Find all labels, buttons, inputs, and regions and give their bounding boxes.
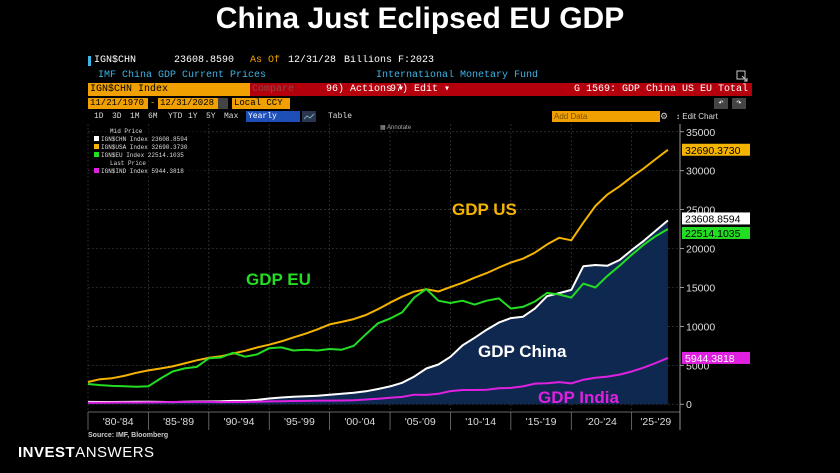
value-tag-label: 5944.3818 xyxy=(685,353,735,365)
period-select[interactable]: Yearly xyxy=(246,111,300,122)
y-tick-label: 20000 xyxy=(686,244,715,256)
legend-swatch xyxy=(94,152,99,157)
ticker-marker xyxy=(88,56,91,66)
units: Billions F:2023 xyxy=(344,55,435,66)
menu-bar: IGN$CHN Index Compare 96) Actions ▾ 97) … xyxy=(88,83,752,96)
legend-subheader: Last Price xyxy=(110,160,147,167)
annotation-eu: GDP EU xyxy=(246,270,311,289)
axes: 05000100001500020000250003000035000'80-'… xyxy=(87,124,715,430)
security-field[interactable]: IGN$CHN Index xyxy=(88,83,250,96)
x-tick-label: '10-'14 xyxy=(465,416,496,428)
chart-title: G 1569: GDP China US EU Total xyxy=(573,84,748,95)
range-button[interactable]: 1D xyxy=(94,112,104,121)
legend-item: IGN$IND Index 5944.3818 xyxy=(94,168,204,176)
y-tick-label: 30000 xyxy=(686,166,715,178)
value-tag-label: 32690.3730 xyxy=(685,145,741,157)
value-tag-label: 22514.1035 xyxy=(685,228,741,240)
annotation-india: GDP India xyxy=(538,388,619,407)
add-data-input[interactable]: Add Data xyxy=(552,111,660,122)
actions-menu[interactable]: 96) Actions ▾ xyxy=(326,84,405,95)
expand-icon[interactable] xyxy=(736,70,748,82)
y-tick-label: 0 xyxy=(686,399,692,411)
x-tick-label: '95-'99 xyxy=(284,416,315,428)
legend-item: IGN$CHN Index 23608.8594 xyxy=(94,136,204,144)
x-tick-label: '25-'29 xyxy=(640,416,671,428)
y-tick-label: 15000 xyxy=(686,282,715,294)
end-date-input[interactable]: 12/31/2028 xyxy=(158,98,218,109)
ticker-row: IGN$CHN 23608.8590 As Of 12/31/28 Billio… xyxy=(88,55,752,67)
x-tick-label: '85-'89 xyxy=(163,416,194,428)
gear-icon[interactable]: ⚙ xyxy=(660,111,669,121)
value-labels: 32690.3730 23608.8594 22514.1035 5944.3818 xyxy=(682,143,750,365)
undo-icon[interactable]: ↶ xyxy=(714,98,728,109)
brand-logo: INVESTANSWERS xyxy=(18,444,155,461)
legend-swatch xyxy=(94,144,99,149)
edit-chart-button[interactable]: ↕ Edit Chart xyxy=(676,112,718,121)
x-tick-label: '90-'94 xyxy=(224,416,255,428)
series-lines xyxy=(87,149,669,404)
legend-item: IGN$USA Index 32690.3730 xyxy=(94,144,204,152)
legend-header: Mid Price xyxy=(110,128,143,135)
date-range-row: 11/21/1970 - 12/31/2028 Local CCY ↶ ↷ xyxy=(88,98,752,110)
series-line-us xyxy=(87,149,669,383)
legend-label: IGN$IND Index 5944.3818 xyxy=(101,168,184,175)
legend-label: IGN$EU Index 22514.1035 xyxy=(101,152,184,159)
start-date-input[interactable]: 11/21/1970 xyxy=(88,98,148,109)
value-tag-label: 23608.8594 xyxy=(685,213,741,225)
range-button[interactable]: 3D xyxy=(112,112,122,121)
range-button[interactable]: 1M xyxy=(130,112,140,121)
ticker: IGN$CHN xyxy=(94,55,137,66)
legend-label: IGN$USA Index 32690.3730 xyxy=(101,144,188,151)
brand-light: ANSWERS xyxy=(75,444,155,461)
redo-icon[interactable]: ↷ xyxy=(732,98,746,109)
x-tick-label: '05-'09 xyxy=(405,416,436,428)
y-tick-label: 10000 xyxy=(686,321,715,333)
legend-label: IGN$CHN Index 23608.8594 xyxy=(101,136,188,143)
annotate-button[interactable]: ▦ Annotate xyxy=(380,125,412,131)
currency-select[interactable]: Local CCY xyxy=(232,98,290,109)
table-button[interactable]: Table xyxy=(328,112,353,121)
page-title: China Just Eclipsed EU GDP xyxy=(215,2,625,35)
legend-swatch xyxy=(94,136,99,141)
value-tag-india xyxy=(682,351,750,364)
value-tag-eu xyxy=(682,226,750,239)
description-row: IMF China GDP Current Prices Internation… xyxy=(88,70,752,82)
toolbar-row: 1D 3D 1M 6M YTD 1Y 5Y Max Yearly Table xyxy=(88,111,752,122)
series-line-india xyxy=(88,356,669,404)
description: IMF China GDP Current Prices xyxy=(98,70,267,81)
x-tick-label: '80-'84 xyxy=(103,416,134,428)
edit-menu[interactable]: 97) Edit ▾ xyxy=(390,84,451,95)
series-line-eu xyxy=(87,228,669,388)
area-fills xyxy=(88,220,668,405)
value-tag-china xyxy=(682,212,750,225)
calendar-icon[interactable] xyxy=(218,98,228,109)
x-tick-label: '20-'24 xyxy=(586,416,617,428)
x-tick-label: '00-'04 xyxy=(344,416,375,428)
edit-chart-label: Edit Chart xyxy=(682,112,718,121)
range-button[interactable]: 6M xyxy=(148,112,158,121)
compare-field[interactable]: Compare xyxy=(252,84,295,95)
as-of-date: 12/31/28 xyxy=(288,55,337,66)
last-value: 23608.8590 xyxy=(174,55,235,66)
range-button[interactable]: YTD xyxy=(168,112,183,121)
legend-swatch xyxy=(94,168,99,173)
line-chart-icon[interactable] xyxy=(302,111,316,122)
series-area-china xyxy=(88,220,668,405)
value-tag-us xyxy=(682,143,750,156)
annotation-china: GDP China xyxy=(478,342,567,361)
range-button[interactable]: Max xyxy=(224,112,239,121)
y-tick-label: 35000 xyxy=(686,127,715,139)
as-of-label: As Of xyxy=(250,55,281,66)
source-name: International Monetary Fund xyxy=(376,70,539,81)
chart-legend: Mid Price IGN$CHN Index 23608.8594 IGN$U… xyxy=(94,128,204,176)
legend-item: IGN$EU Index 22514.1035 xyxy=(94,152,204,160)
brand-bold: INVEST xyxy=(18,444,76,461)
source-note: Source: IMF, Bloomberg xyxy=(88,432,169,439)
x-tick-label: '15-'19 xyxy=(526,416,557,428)
range-button[interactable]: 5Y xyxy=(206,112,216,121)
annotate-label: Annotate xyxy=(387,125,412,131)
range-button[interactable]: 1Y xyxy=(188,112,198,121)
annotation-us: GDP US xyxy=(452,200,517,219)
